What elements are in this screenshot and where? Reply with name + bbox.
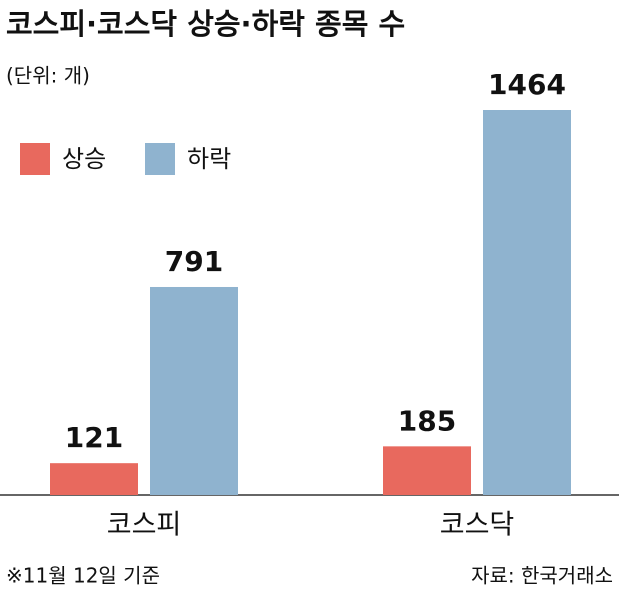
bar [150,286,238,495]
value-label: 121 [65,421,123,454]
source: 자료: 한국거래소 [471,564,613,588]
value-label: 1464 [488,68,566,101]
bar [383,446,471,495]
bar [483,110,571,495]
legend-label: 상승 [62,145,106,173]
legend-swatch [145,143,175,175]
x-tick-label: 코스닥 [440,510,515,541]
bar [50,463,138,495]
note: ※11월 12일 기준 [6,564,160,588]
value-label: 185 [398,404,456,437]
legend-swatch [20,143,50,175]
legend-label: 하락 [187,145,231,173]
x-tick-label: 코스피 [107,510,182,541]
chart-subtitle: (단위: 개) [6,64,90,88]
chart-title: 코스피·코스닥 상승·하락 종목 수 [6,7,405,41]
value-label: 791 [165,245,223,278]
